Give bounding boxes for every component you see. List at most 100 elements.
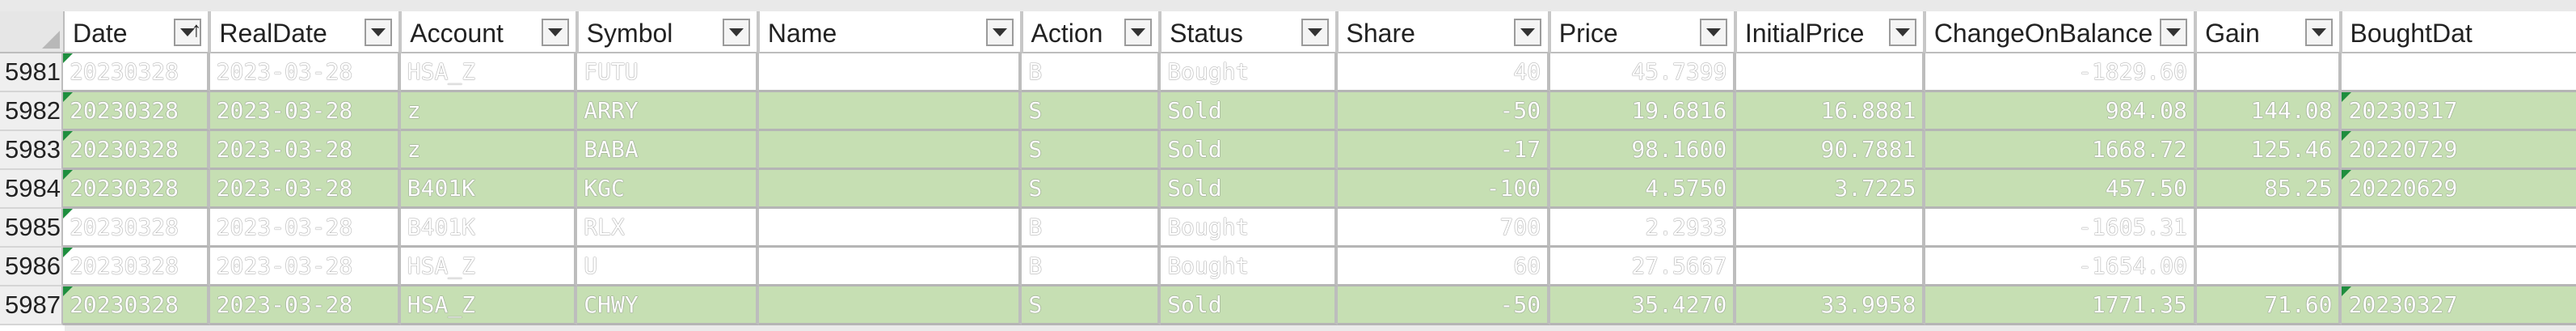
cell-gain[interactable]: 144.08 (2196, 92, 2342, 131)
column-header-date[interactable]: Date ↑ (65, 11, 212, 53)
cell-changeonbalance[interactable]: -1605.31 (1925, 209, 2197, 248)
cell-changeonbalance[interactable]: 1668.72 (1925, 131, 2197, 170)
cell-gain[interactable] (2196, 209, 2342, 248)
cell-share[interactable]: -50 (1337, 286, 1551, 325)
cell-symbol[interactable]: FUTU (577, 53, 759, 92)
filter-dropdown-button[interactable] (2304, 19, 2333, 46)
cell-initialprice[interactable] (1736, 248, 1926, 286)
cell-action[interactable]: B (1022, 53, 1162, 92)
row-number[interactable]: 5985 (0, 209, 64, 248)
cell-status[interactable]: Bought (1161, 248, 1338, 286)
column-header-boughtdat[interactable]: BoughtDat (2342, 11, 2576, 53)
cell-account[interactable]: HSA_Z (400, 248, 578, 286)
cell-status[interactable]: Sold (1161, 286, 1338, 325)
column-header-share[interactable]: Share (1338, 11, 1551, 53)
cell-realdate[interactable]: 2023-03-28 (209, 92, 401, 131)
filter-dropdown-button[interactable] (985, 19, 1014, 46)
cell-status[interactable]: Sold (1161, 170, 1338, 209)
cell-boughtdat[interactable] (2342, 248, 2576, 286)
cell-account[interactable]: HSA_Z (400, 53, 578, 92)
column-header-symbol[interactable]: Symbol (578, 11, 760, 53)
cell-gain[interactable] (2196, 248, 2342, 286)
cell-realdate[interactable]: 2023-03-28 (209, 131, 401, 170)
filter-dropdown-button[interactable] (1301, 19, 1329, 46)
cell-realdate[interactable]: 2023-03-28 (209, 286, 401, 325)
column-header-initialprice[interactable]: InitialPrice (1736, 11, 1926, 53)
cell-realdate[interactable]: 2023-03-28 (209, 170, 401, 209)
cell-symbol[interactable]: CHWY (577, 286, 759, 325)
cell-boughtdat[interactable] (2342, 53, 2576, 92)
row-number[interactable]: 5986 (0, 248, 64, 286)
cell-realdate[interactable]: 2023-03-28 (209, 209, 401, 248)
cell-changeonbalance[interactable]: 984.08 (1925, 92, 2197, 131)
cell-account[interactable]: HSA_Z (400, 286, 578, 325)
cell-name[interactable] (758, 53, 1022, 92)
cell-name[interactable] (758, 92, 1022, 131)
cell-share[interactable]: 700 (1337, 209, 1551, 248)
cell-price[interactable]: 4.5750 (1550, 170, 1737, 209)
cell-price[interactable]: 2.2933 (1550, 209, 1737, 248)
cell-date[interactable]: 20230328 (63, 209, 210, 248)
cell-initialprice[interactable]: 16.8881 (1736, 92, 1926, 131)
cell-symbol[interactable]: ARRY (577, 92, 759, 131)
cell-gain[interactable] (2196, 53, 2342, 92)
filter-dropdown-button[interactable] (365, 19, 393, 46)
cell-initialprice[interactable]: 3.7225 (1736, 170, 1926, 209)
cell-action[interactable]: S (1022, 92, 1162, 131)
filter-dropdown-button[interactable] (1888, 19, 1916, 46)
filter-dropdown-button[interactable] (1513, 19, 1541, 46)
cell-account[interactable]: B401K (400, 209, 578, 248)
cell-symbol[interactable]: RLX (577, 209, 759, 248)
cell-action[interactable]: S (1022, 286, 1162, 325)
column-header-price[interactable]: Price (1550, 11, 1737, 53)
filter-dropdown-button[interactable] (722, 19, 750, 46)
cell-status[interactable]: Bought (1161, 53, 1338, 92)
cell-share[interactable]: -17 (1337, 131, 1551, 170)
cell-boughtdat[interactable] (2342, 209, 2576, 248)
cell-changeonbalance[interactable]: 457.50 (1925, 170, 2197, 209)
cell-date[interactable]: 20230328 (63, 92, 210, 131)
cell-gain[interactable]: 85.25 (2196, 170, 2342, 209)
cell-name[interactable] (758, 209, 1022, 248)
cell-date[interactable]: 20230328 (63, 53, 210, 92)
column-header-name[interactable]: Name (759, 11, 1023, 53)
cell-share[interactable]: -50 (1337, 92, 1551, 131)
select-all-corner[interactable] (0, 11, 65, 53)
cell-boughtdat[interactable]: 20230317 (2342, 92, 2576, 131)
cell-realdate[interactable]: 2023-03-28 (209, 53, 401, 92)
row-number[interactable]: 5983 (0, 131, 64, 170)
cell-boughtdat[interactable]: 20220729 (2342, 131, 2576, 170)
cell-boughtdat[interactable]: 20220629 (2342, 170, 2576, 209)
column-header-changeonbalance[interactable]: ChangeOnBalance (1925, 11, 2198, 53)
cell-name[interactable] (758, 170, 1022, 209)
cell-status[interactable]: Sold (1161, 92, 1338, 131)
filter-dropdown-button[interactable] (1699, 19, 1727, 46)
column-header-realdate[interactable]: RealDate (211, 11, 403, 53)
row-number[interactable]: 5987 (0, 286, 64, 325)
cell-initialprice[interactable]: 90.7881 (1736, 131, 1926, 170)
cell-boughtdat[interactable]: 20230327 (2342, 286, 2576, 325)
cell-action[interactable]: B (1022, 248, 1162, 286)
cell-price[interactable]: 98.1600 (1550, 131, 1737, 170)
cell-share[interactable]: -100 (1337, 170, 1551, 209)
cell-name[interactable] (758, 248, 1022, 286)
cell-initialprice[interactable] (1736, 53, 1926, 92)
row-number[interactable]: 5984 (0, 170, 64, 209)
cell-date[interactable]: 20230328 (63, 131, 210, 170)
cell-account[interactable]: B401K (400, 170, 578, 209)
cell-account[interactable]: z (400, 131, 578, 170)
column-header-status[interactable]: Status (1162, 11, 1339, 53)
cell-name[interactable] (758, 286, 1022, 325)
cell-price[interactable]: 45.7399 (1550, 53, 1737, 92)
cell-action[interactable]: B (1022, 209, 1162, 248)
column-header-action[interactable]: Action (1022, 11, 1162, 53)
cell-changeonbalance[interactable]: -1829.60 (1925, 53, 2197, 92)
cell-price[interactable]: 27.5667 (1550, 248, 1737, 286)
cell-action[interactable]: S (1022, 170, 1162, 209)
filter-dropdown-button[interactable]: ↑ (174, 17, 202, 46)
cell-symbol[interactable]: U (577, 248, 759, 286)
row-number[interactable]: 5982 (0, 92, 64, 131)
cell-date[interactable]: 20230328 (63, 170, 210, 209)
column-header-account[interactable]: Account (402, 11, 579, 53)
cell-name[interactable] (758, 131, 1022, 170)
